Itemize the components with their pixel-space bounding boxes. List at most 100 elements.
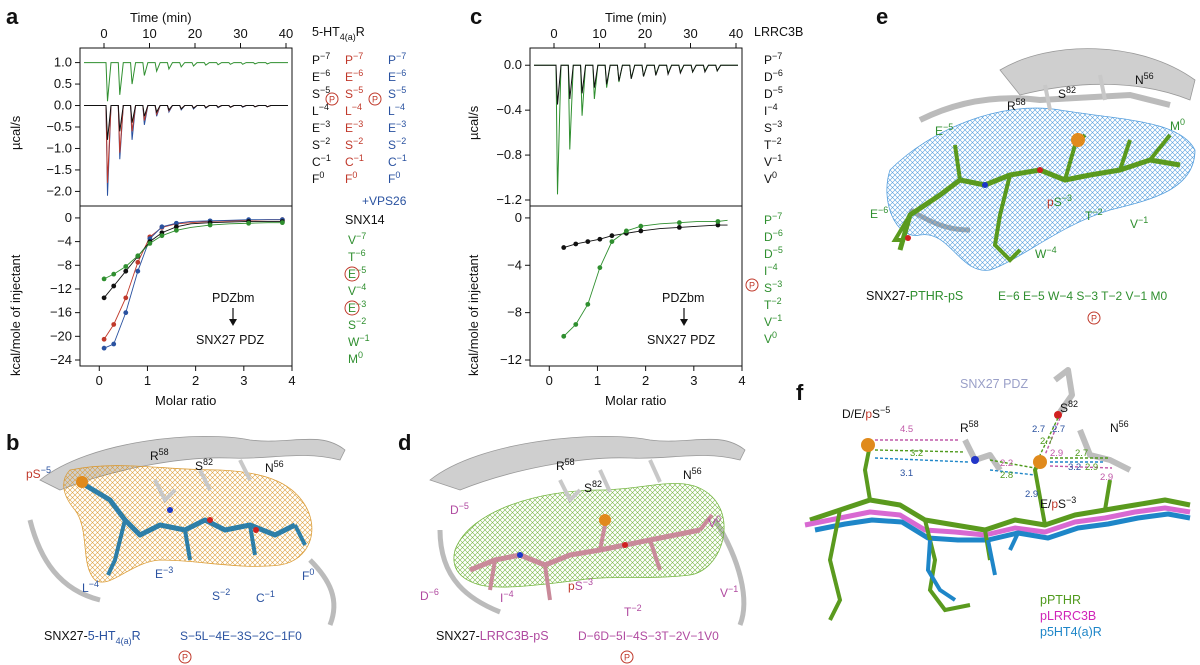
hbond-distance: 4.5	[900, 424, 913, 435]
sequence-residue: V−1	[764, 313, 782, 329]
phospho-symbol: P	[372, 95, 378, 105]
snx27-pdz-label-f: SNX27 PDZ	[960, 377, 1028, 391]
label-r58-d: R58	[556, 457, 575, 473]
isotherm-x-label-a: Molar ratio	[155, 393, 216, 408]
isotherm-x-tick-label: 3	[690, 373, 697, 388]
peptide-sidechains-d	[488, 513, 714, 601]
isotherm-y-ticks-c: 0 −4 −8 −12	[500, 210, 530, 367]
pdz-strand-e	[918, 91, 1171, 123]
peptide-sequences-a: P−7E−6S−5L−4E−3S−2C−1F0P−7E−6S−5L−4E−3S−…	[312, 51, 407, 186]
oxygen-atom-b2	[253, 527, 259, 533]
pdz-residue-sticks-b	[153, 459, 252, 504]
pthr-peptide-f	[809, 497, 1191, 533]
legend-entry: pPTHR	[1040, 593, 1081, 607]
isotherm-y-tick-label: −8	[507, 305, 522, 320]
isotherm-x-tick-label: 4	[738, 373, 745, 388]
hbond-distance: 2.9	[1100, 472, 1113, 483]
label-r58-f: R58	[960, 419, 979, 435]
sequence-residue: E−3	[312, 119, 330, 135]
sequence-residue: E−5	[348, 265, 366, 281]
isotherm-y-label-a: kcal/mole of injectant	[8, 254, 23, 376]
label-s82-d: S82	[584, 479, 602, 495]
sequence-residue: S−2	[345, 136, 363, 152]
time-tick-label: 20	[188, 26, 202, 41]
isotherm-point	[101, 336, 107, 342]
isotherm-y-tick-label: −4	[57, 234, 72, 249]
sequence-residue: S−2	[348, 316, 366, 332]
isotherm-y-tick-label: −8	[57, 257, 72, 272]
isotherm-x-ticks-a: 0 1 2 3 4	[96, 366, 296, 388]
sequence-residue: S−5	[388, 85, 406, 101]
sequence-residue: P−7	[312, 51, 330, 67]
sequence-residue: S−2	[312, 136, 330, 152]
thermogram-y-ticks-c: 0.0 −0.4 −0.8 −1.2	[496, 57, 530, 207]
label-e5-e: E−5	[935, 122, 953, 138]
sequence-residue: V−7	[348, 231, 366, 247]
thermogram-y-tick-label: −0.5	[46, 119, 72, 134]
label-v0-d: V0	[708, 514, 721, 530]
time-tick-label: 40	[729, 26, 743, 41]
density-mesh-e	[886, 107, 1196, 271]
isotherm-x-tick-label: 4	[288, 373, 295, 388]
pdz-ribbon-e	[999, 48, 1196, 101]
isotherm-x-tick-label: 2	[192, 373, 199, 388]
thermogram-y-tick-label: −1.0	[46, 140, 72, 155]
panel-d: d D−5 R58 S82 N56 V0 D−6 I−4 pS−3 T−2 V−…	[398, 430, 747, 664]
isotherm-point	[123, 295, 129, 301]
thermogram-frame-a	[79, 47, 293, 207]
isotherm-y-ticks-a: 0 −4 −8 −12 −16 −20 −24	[50, 210, 80, 367]
isotherm-point	[135, 253, 141, 259]
isotherm-point	[715, 222, 721, 228]
sequence-residue: E−6	[388, 68, 406, 84]
pdz-loop-b	[27, 519, 101, 603]
panel-label-e: e	[876, 4, 888, 29]
isotherm-point	[561, 245, 567, 250]
nitrogen-atom-b	[167, 507, 173, 513]
isotherm-point	[609, 233, 615, 239]
sequence-residue: S−3	[764, 119, 782, 135]
label-dep-f: D/E/pS−5	[842, 405, 890, 421]
label-t2-d: T−2	[624, 603, 642, 619]
thermogram-traces-a	[84, 62, 288, 196]
time-tick-label: 0	[100, 26, 107, 41]
annotation-arrowhead-a	[229, 319, 237, 326]
sequence-residue: P−7	[345, 51, 363, 67]
isotherm-y-tick-label: 0	[65, 210, 72, 225]
oxygen-atom-e	[1037, 167, 1043, 173]
sequence-residue: W−1	[348, 333, 370, 349]
phospho-circle	[325, 92, 339, 106]
hbond-distance: 3.1	[900, 468, 913, 479]
sequence-residue: E−3	[345, 119, 363, 135]
hbond-lines-f	[874, 417, 1113, 476]
label-f0-b: F0	[302, 567, 314, 583]
sequence-residue: V0	[764, 170, 777, 186]
label-s82-b: S82	[195, 457, 213, 473]
phospho-circle-d	[620, 650, 634, 664]
isotherm-point	[101, 295, 107, 301]
time-tick-label: 10	[592, 26, 606, 41]
peptide-sequences-c: P−7D−6D−5I−4S−3T−2V−1V0P−7D−6D−5I−4S−3T−…	[745, 51, 783, 346]
hbond-distances-f: 4.53.23.1 2.82.92.22.72.72.93.22.72.92.72…	[900, 424, 1113, 500]
sequence-residue: I−4	[764, 262, 778, 278]
isotherm-point	[159, 224, 165, 230]
isotherm-point	[609, 239, 615, 245]
hbond-distance: 2.9	[1025, 489, 1038, 500]
caption-b: SNX27-5-HT4(a)R	[44, 629, 141, 646]
isotherm-point	[676, 224, 682, 230]
isotherm-point	[173, 227, 179, 233]
time-tick-label: 30	[683, 26, 697, 41]
time-tick-label: 20	[638, 26, 652, 41]
thermogram-trace	[534, 64, 738, 195]
s82-oxygen-f	[1054, 411, 1062, 419]
sequence-residue: I−4	[764, 102, 778, 118]
thermogram-y-tick-label: −0.8	[496, 147, 522, 162]
phospho-circle	[344, 300, 360, 316]
legend-f: pPTHR pLRRC3B p5HT4(a)R	[1040, 593, 1102, 639]
peptide-backbone-e	[897, 157, 1181, 251]
annotation-snx27-c: SNX27 PDZ	[647, 333, 715, 347]
thermogram-y-label-a: µcal/s	[8, 115, 23, 150]
isotherm-point	[638, 223, 644, 229]
panel-c: c Time (min) 0 10 20 30 40 0.0−0.4−0.8−1.2 µ…	[466, 4, 803, 408]
isotherm-point	[123, 310, 129, 316]
oxygen-atom-b	[207, 517, 213, 523]
